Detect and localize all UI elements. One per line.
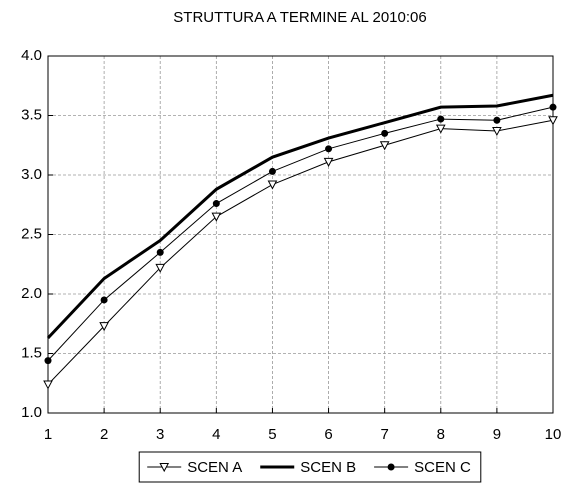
marker: [379, 141, 390, 151]
marker: [99, 322, 109, 332]
marker: [549, 103, 557, 111]
chart-title: STRUTTURA A TERMINE AL 2010:06: [173, 9, 426, 26]
legend-label: SCEN B: [300, 459, 356, 476]
marker: [211, 212, 222, 222]
marker: [493, 116, 501, 124]
marker: [548, 116, 558, 126]
marker: [325, 145, 333, 153]
marker: [267, 180, 278, 190]
x-tick-label: 10: [545, 426, 562, 443]
y-tick-label: 3.0: [21, 166, 42, 183]
series-line: [46, 93, 554, 340]
series-line: [47, 106, 554, 361]
marker: [437, 115, 445, 123]
marker: [100, 296, 108, 304]
y-tick-label: 3.5: [21, 106, 42, 123]
y-tick-label: 2.0: [21, 285, 42, 302]
marker: [387, 463, 395, 471]
marker: [43, 380, 53, 390]
marker: [159, 463, 170, 473]
marker: [268, 167, 276, 175]
x-tick-label: 1: [44, 426, 52, 443]
x-tick-label: 8: [437, 426, 445, 443]
marker: [435, 124, 446, 134]
legend: SCEN A SCEN B SCEN C: [138, 451, 482, 483]
y-tick-label: 2.5: [21, 225, 42, 242]
x-tick-label: 4: [212, 426, 220, 443]
legend-box: [138, 451, 482, 483]
marker: [44, 357, 52, 365]
plot-frame: [47, 55, 554, 414]
marker: [323, 157, 334, 167]
x-tick-label: 9: [493, 426, 501, 443]
series-line: [47, 119, 554, 385]
x-tick-label: 3: [156, 426, 164, 443]
marker: [155, 263, 166, 273]
x-tick-label: 7: [380, 426, 388, 443]
legend-label: SCEN A: [187, 459, 242, 476]
y-tick-label: 1.0: [21, 404, 42, 421]
y-tick-label: 1.5: [21, 344, 42, 361]
x-tick-label: 6: [324, 426, 332, 443]
y-tick-label: 4.0: [21, 47, 42, 64]
marker: [381, 129, 389, 137]
x-tick-label: 5: [268, 426, 276, 443]
legend-label: SCEN C: [414, 459, 471, 476]
marker: [492, 126, 502, 137]
marker: [156, 248, 164, 256]
marker: [212, 200, 220, 208]
x-tick-label: 2: [100, 426, 108, 443]
